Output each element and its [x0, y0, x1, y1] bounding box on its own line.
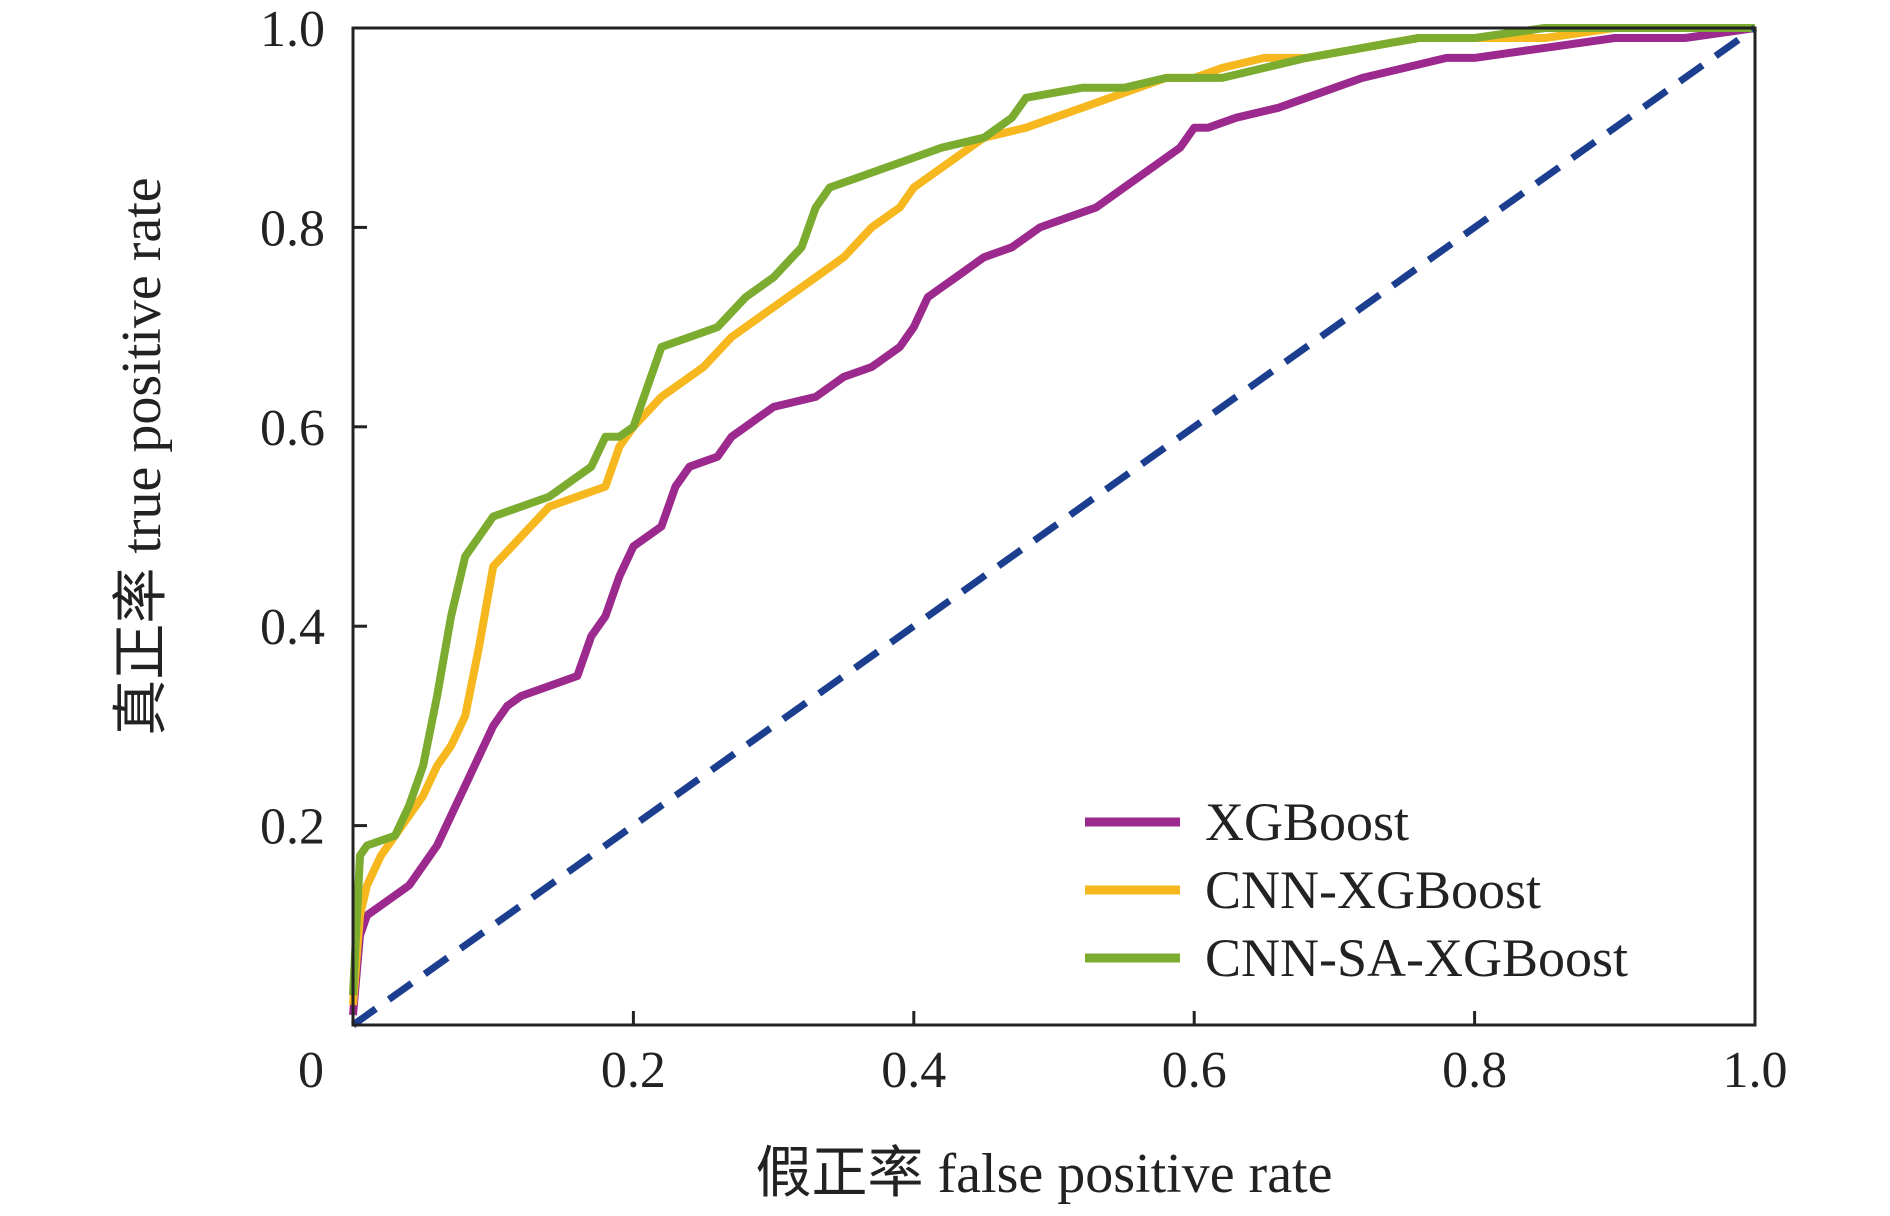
x-tick-label: 1.0 [1723, 1042, 1788, 1099]
series-layer [349, 24, 1758, 1028]
y-tick-label: 1.0 [260, 1, 325, 58]
y-tick-label: 0.4 [260, 599, 325, 656]
y-tick-label: 0.6 [260, 400, 325, 457]
y-axis-title: 真正率 true positive rate [111, 177, 173, 735]
series-line-cnn-xgboost [349, 24, 1755, 1006]
series-line-cnn-sa-xgboost [349, 24, 1755, 996]
legend-label: CNN-SA-XGBoost [1205, 928, 1628, 988]
y-tick-label: 0.8 [260, 200, 325, 257]
legend: XGBoost CNN-XGBoost CNN-SA-XGBoost [1085, 792, 1628, 988]
plot-frame [351, 26, 1757, 1027]
x-tick-label: 0.4 [881, 1042, 946, 1099]
x-axis-title: 假正率 false positive rate [756, 1143, 1333, 1205]
x-tick-label: 0 [298, 1042, 324, 1099]
diagonal-reference-line [350, 25, 1758, 1028]
legend-label: XGBoost [1205, 792, 1409, 852]
legend-label: CNN-XGBoost [1205, 860, 1541, 920]
y-tick-label: 0.2 [260, 799, 325, 856]
x-tick-label: 0.8 [1442, 1042, 1507, 1099]
ticks-layer: 0 0.2 0.4 0.6 0.8 1.0 0.2 0.4 0.6 0.8 1.0 [260, 1, 1788, 1099]
series-line-xgboost [349, 24, 1756, 1016]
x-tick-label: 0.6 [1162, 1042, 1227, 1099]
x-tick-label: 0.2 [601, 1042, 666, 1099]
